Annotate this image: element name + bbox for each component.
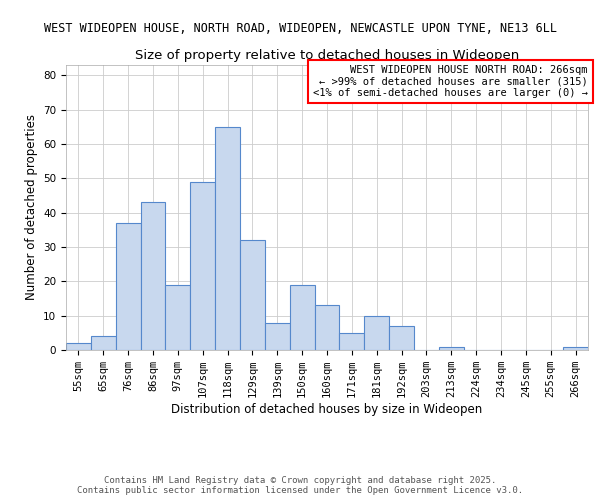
Bar: [389, 326, 414, 350]
Bar: [116, 223, 140, 350]
Y-axis label: Number of detached properties: Number of detached properties: [25, 114, 38, 300]
X-axis label: Distribution of detached houses by size in Wideopen: Distribution of detached houses by size …: [172, 403, 482, 416]
Bar: [66, 343, 91, 350]
Bar: [563, 346, 588, 350]
Text: WEST WIDEOPEN HOUSE NORTH ROAD: 266sqm
← >99% of detached houses are smaller (31: WEST WIDEOPEN HOUSE NORTH ROAD: 266sqm ←…: [313, 65, 588, 98]
Bar: [340, 333, 364, 350]
Text: Contains HM Land Registry data © Crown copyright and database right 2025.
Contai: Contains HM Land Registry data © Crown c…: [77, 476, 523, 495]
Bar: [91, 336, 116, 350]
Text: WEST WIDEOPEN HOUSE, NORTH ROAD, WIDEOPEN, NEWCASTLE UPON TYNE, NE13 6LL: WEST WIDEOPEN HOUSE, NORTH ROAD, WIDEOPE…: [44, 22, 557, 36]
Bar: [240, 240, 265, 350]
Bar: [265, 322, 290, 350]
Bar: [140, 202, 166, 350]
Bar: [190, 182, 215, 350]
Bar: [290, 285, 314, 350]
Bar: [364, 316, 389, 350]
Bar: [314, 306, 340, 350]
Bar: [215, 127, 240, 350]
Bar: [439, 346, 464, 350]
Bar: [166, 285, 190, 350]
Title: Size of property relative to detached houses in Wideopen: Size of property relative to detached ho…: [135, 50, 519, 62]
